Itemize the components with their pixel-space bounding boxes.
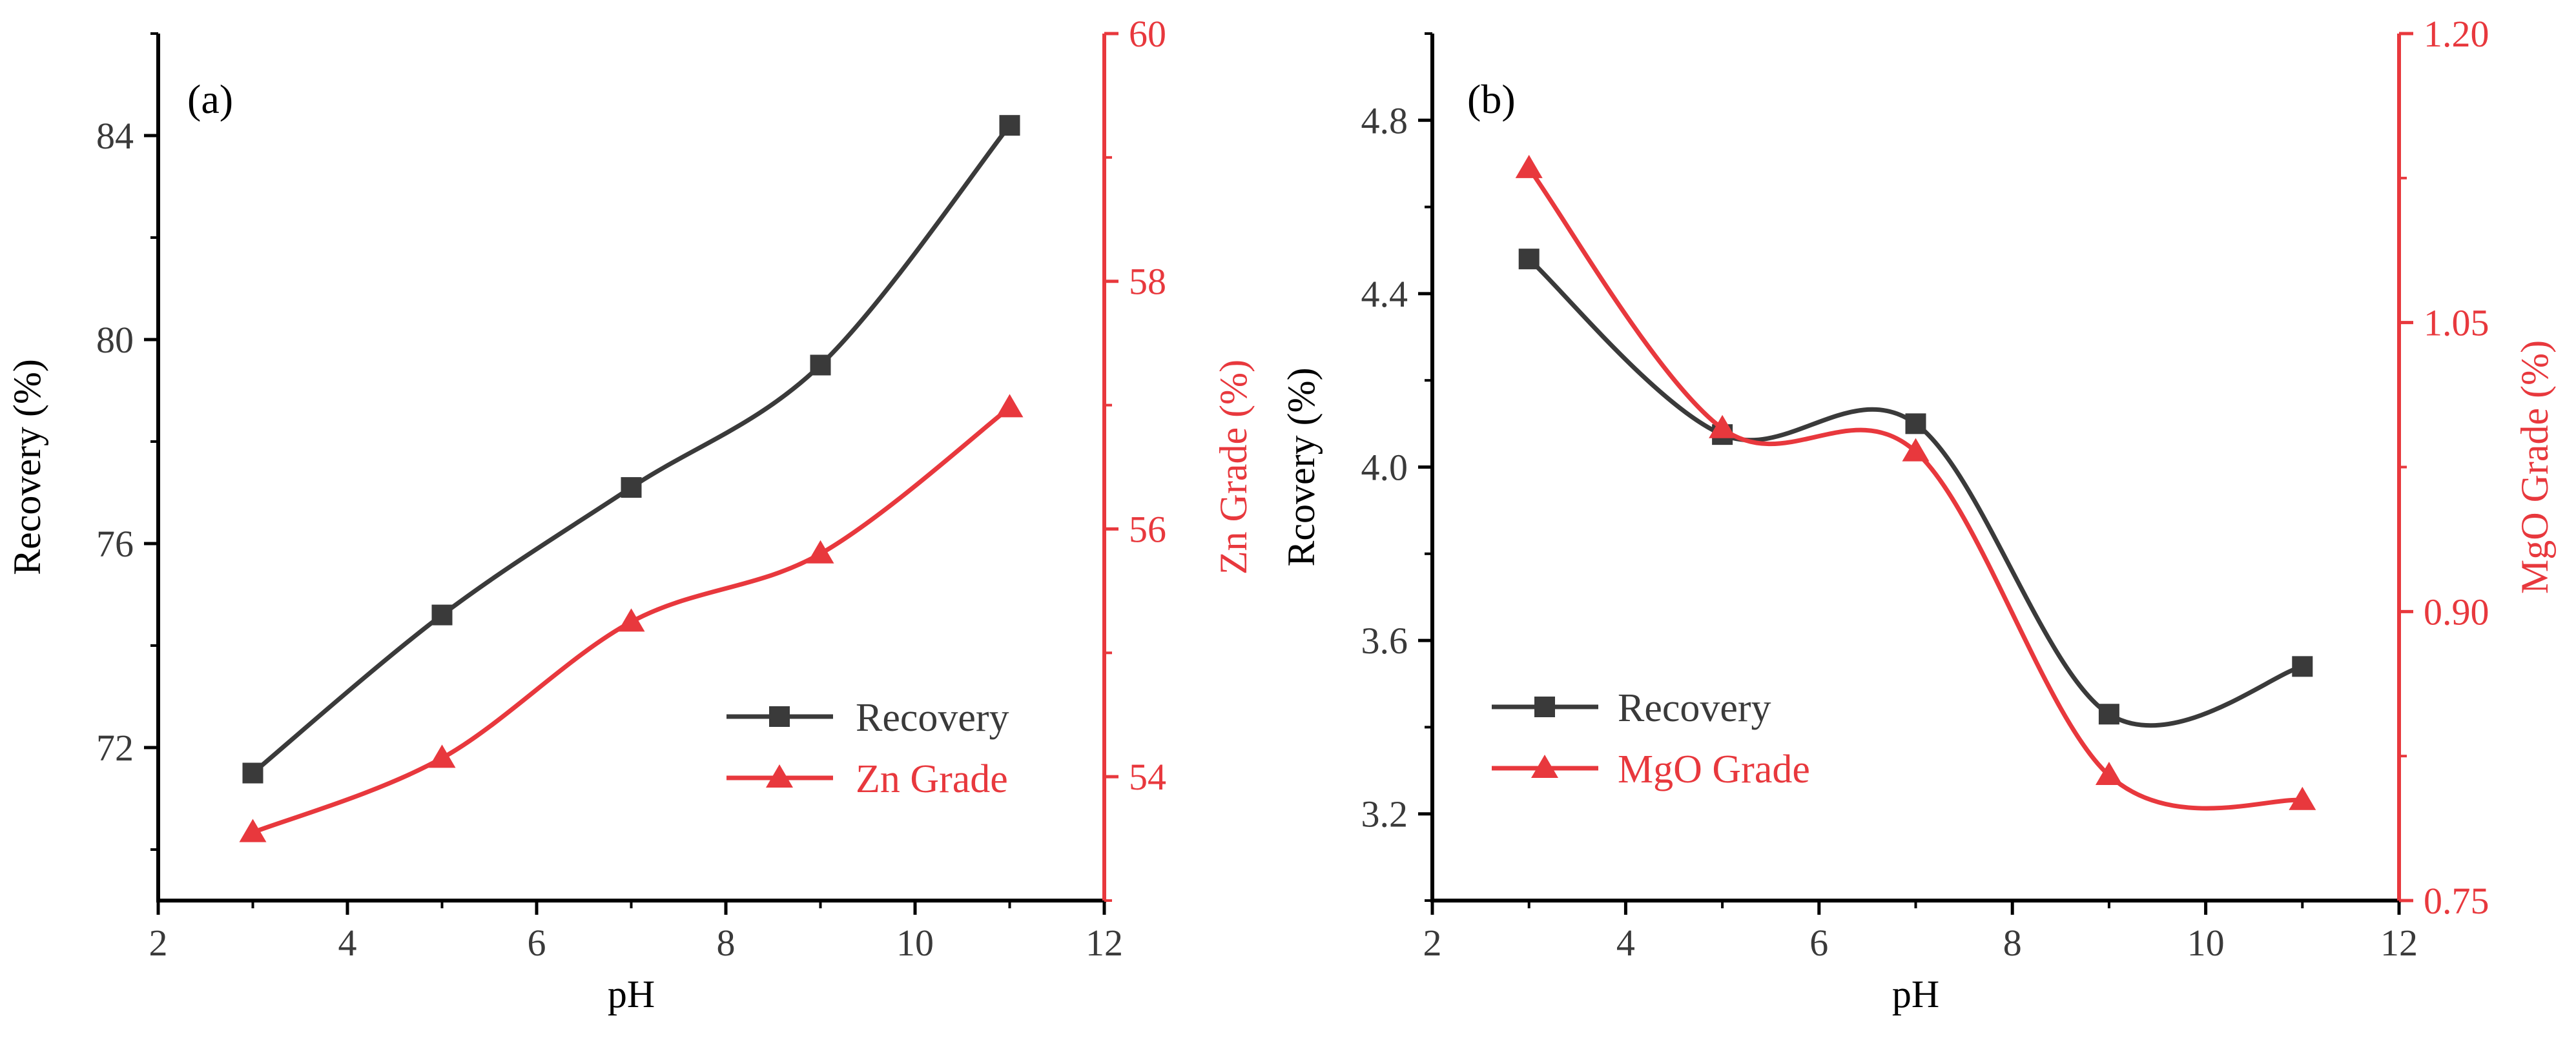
panel-a-y-right-tick-label: 56 [1129,508,1166,550]
panel-b-y-left-tick-label: 4.0 [1361,447,1408,489]
panel-b-label: (b) [1467,76,1516,122]
panel-a-series-line-recovery [251,124,1012,775]
panel-b-legend-marker [1531,755,1558,778]
panel-b-x-tick-label: 4 [1616,922,1635,964]
panel-a-point-recovery [810,354,831,376]
panel-a-x-tick-label: 4 [338,922,357,964]
panel-b-legend-label: Recovery [1618,686,1771,730]
panel-a-label: (a) [187,76,233,122]
panel-a-legend-label: Recovery [856,696,1009,740]
panel-a-x-tick-label: 12 [1086,922,1123,964]
panel-a-legend-marker [766,764,793,788]
panel-a-x-axis-title: pH [608,973,655,1015]
panel-b-x-tick-label: 6 [1809,922,1828,964]
panel-b-y-right-tick-label: 0.90 [2424,591,2489,633]
panel-b-legend-marker [1534,697,1555,717]
panel-b-point-mgo-grade [1709,414,1736,438]
panel-b-y-right-tick-label: 1.20 [2424,13,2489,55]
panel-a-x-tick-label: 10 [896,922,934,964]
panel-a-x-tick-label: 6 [528,922,546,964]
panel-a-y-right-tick-label: 54 [1129,756,1166,798]
panel-a-point-recovery [242,762,263,784]
panel-a-point-zn-grade [239,819,267,842]
panel-a-y-right-axis-title: Zn Grade (%) [1212,360,1255,575]
panel-a-legend-label: Zn Grade [856,757,1008,801]
panel-b-x-tick-label: 2 [1423,922,1442,964]
panel-a-y-left-tick-label: 76 [96,523,134,565]
panel-b-y-right-axis-title: MgO Grade (%) [2513,340,2556,594]
panel-a-y-left-tick-label: 72 [96,727,134,769]
panel-b-legend-label: MgO Grade [1618,748,1810,791]
panel-b-x-tick-label: 10 [2187,922,2225,964]
panel-b-point-recovery [2098,704,2119,725]
panel-a-x-tick-label: 2 [149,922,168,964]
panel-b-x-axis-title: pH [1892,973,1939,1015]
panel-a-y-left-tick-label: 84 [96,115,134,157]
panel-a-y-right-tick-label: 58 [1129,261,1166,303]
panel-b-point-mgo-grade [2095,762,2123,786]
panel-a-legend-marker [769,706,790,727]
panel-b-y-left-tick-label: 4.8 [1361,99,1408,141]
panel-a-point-zn-grade [807,540,834,564]
panel-b-y-left-tick-label: 3.2 [1361,793,1408,835]
panel-a-y-right-tick-label: 60 [1129,13,1166,55]
panel-a-x-tick-label: 8 [717,922,736,964]
panel-b-y-left-tick-label: 4.4 [1361,273,1408,315]
panel-b-point-mgo-grade [1902,438,1930,462]
panel-a-point-recovery [621,477,642,498]
panel-b-point-recovery [1518,249,1540,270]
panel-a-point-zn-grade [996,394,1024,418]
panel-b-point-mgo-grade [1515,154,1543,178]
panel-b-x-tick-label: 8 [2003,922,2022,964]
panel-a-point-zn-grade [617,608,645,632]
panel-b-point-recovery [2292,656,2313,677]
panel-b-y-right-tick-label: 0.75 [2424,880,2489,922]
panel-b-point-recovery [1905,413,1926,434]
panel-a-y-left-axis-title: Recovery (%) [6,359,48,575]
panel-b-point-mgo-grade [2289,786,2316,810]
panel-a-y-left-tick-label: 80 [96,319,134,361]
panel-b-y-left-axis-title: Rcovery (%) [1280,367,1323,566]
panel-b-y-right-tick-label: 1.05 [2424,302,2489,344]
panel-b-y-left-tick-label: 3.6 [1361,620,1408,662]
panel-a-point-recovery [431,604,453,626]
panel-a-point-zn-grade [428,744,456,768]
panel-b-x-tick-label: 12 [2380,922,2418,964]
panel-a-point-recovery [999,115,1020,136]
panel-b-series-line-recovery [1527,257,2303,728]
